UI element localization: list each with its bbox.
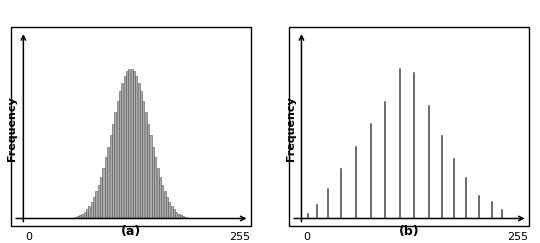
Text: (a): (a)	[121, 225, 141, 238]
Bar	[185, 217, 187, 218]
Bar	[117, 101, 119, 218]
Bar	[91, 202, 93, 218]
Bar	[164, 191, 166, 218]
Bar	[178, 214, 180, 218]
Bar	[161, 185, 163, 218]
Text: Frequency: Frequency	[286, 96, 295, 161]
Bar	[168, 202, 170, 218]
Bar	[147, 124, 149, 218]
Bar	[166, 197, 168, 218]
Bar	[157, 167, 159, 218]
Bar	[114, 112, 116, 218]
Bar	[119, 91, 121, 218]
Bar	[145, 112, 147, 218]
Bar	[180, 215, 182, 218]
Bar	[124, 76, 126, 218]
Text: (b): (b)	[399, 225, 420, 238]
Bar	[112, 124, 114, 218]
Bar	[89, 206, 90, 218]
Bar	[93, 197, 95, 218]
Bar	[173, 209, 175, 218]
Text: 255: 255	[229, 232, 250, 242]
Text: 255: 255	[507, 232, 528, 242]
Bar	[86, 209, 88, 218]
Bar	[176, 212, 178, 218]
Bar	[105, 157, 107, 218]
Bar	[171, 206, 173, 218]
Bar	[107, 147, 109, 218]
Bar	[129, 69, 130, 218]
Bar	[138, 83, 140, 218]
Bar	[11, 27, 251, 226]
Bar	[159, 177, 161, 218]
Text: Frequency: Frequency	[8, 96, 17, 161]
Bar	[79, 215, 81, 218]
Bar	[154, 157, 156, 218]
Bar	[122, 83, 123, 218]
Text: 0: 0	[25, 232, 32, 242]
Bar	[110, 135, 112, 218]
Bar	[183, 216, 185, 218]
Bar	[152, 147, 154, 218]
Bar	[136, 76, 138, 218]
Bar	[100, 177, 102, 218]
Bar	[84, 212, 86, 218]
Bar	[74, 217, 76, 218]
Text: 0: 0	[303, 232, 310, 242]
Bar	[150, 135, 152, 218]
Bar	[77, 216, 79, 218]
Bar	[82, 214, 83, 218]
Bar	[98, 185, 100, 218]
Bar	[126, 71, 128, 218]
Bar	[103, 167, 105, 218]
Bar	[96, 191, 97, 218]
Bar	[143, 101, 145, 218]
Bar	[131, 69, 133, 218]
Bar	[140, 91, 142, 218]
Bar	[133, 71, 135, 218]
Bar	[289, 27, 529, 226]
